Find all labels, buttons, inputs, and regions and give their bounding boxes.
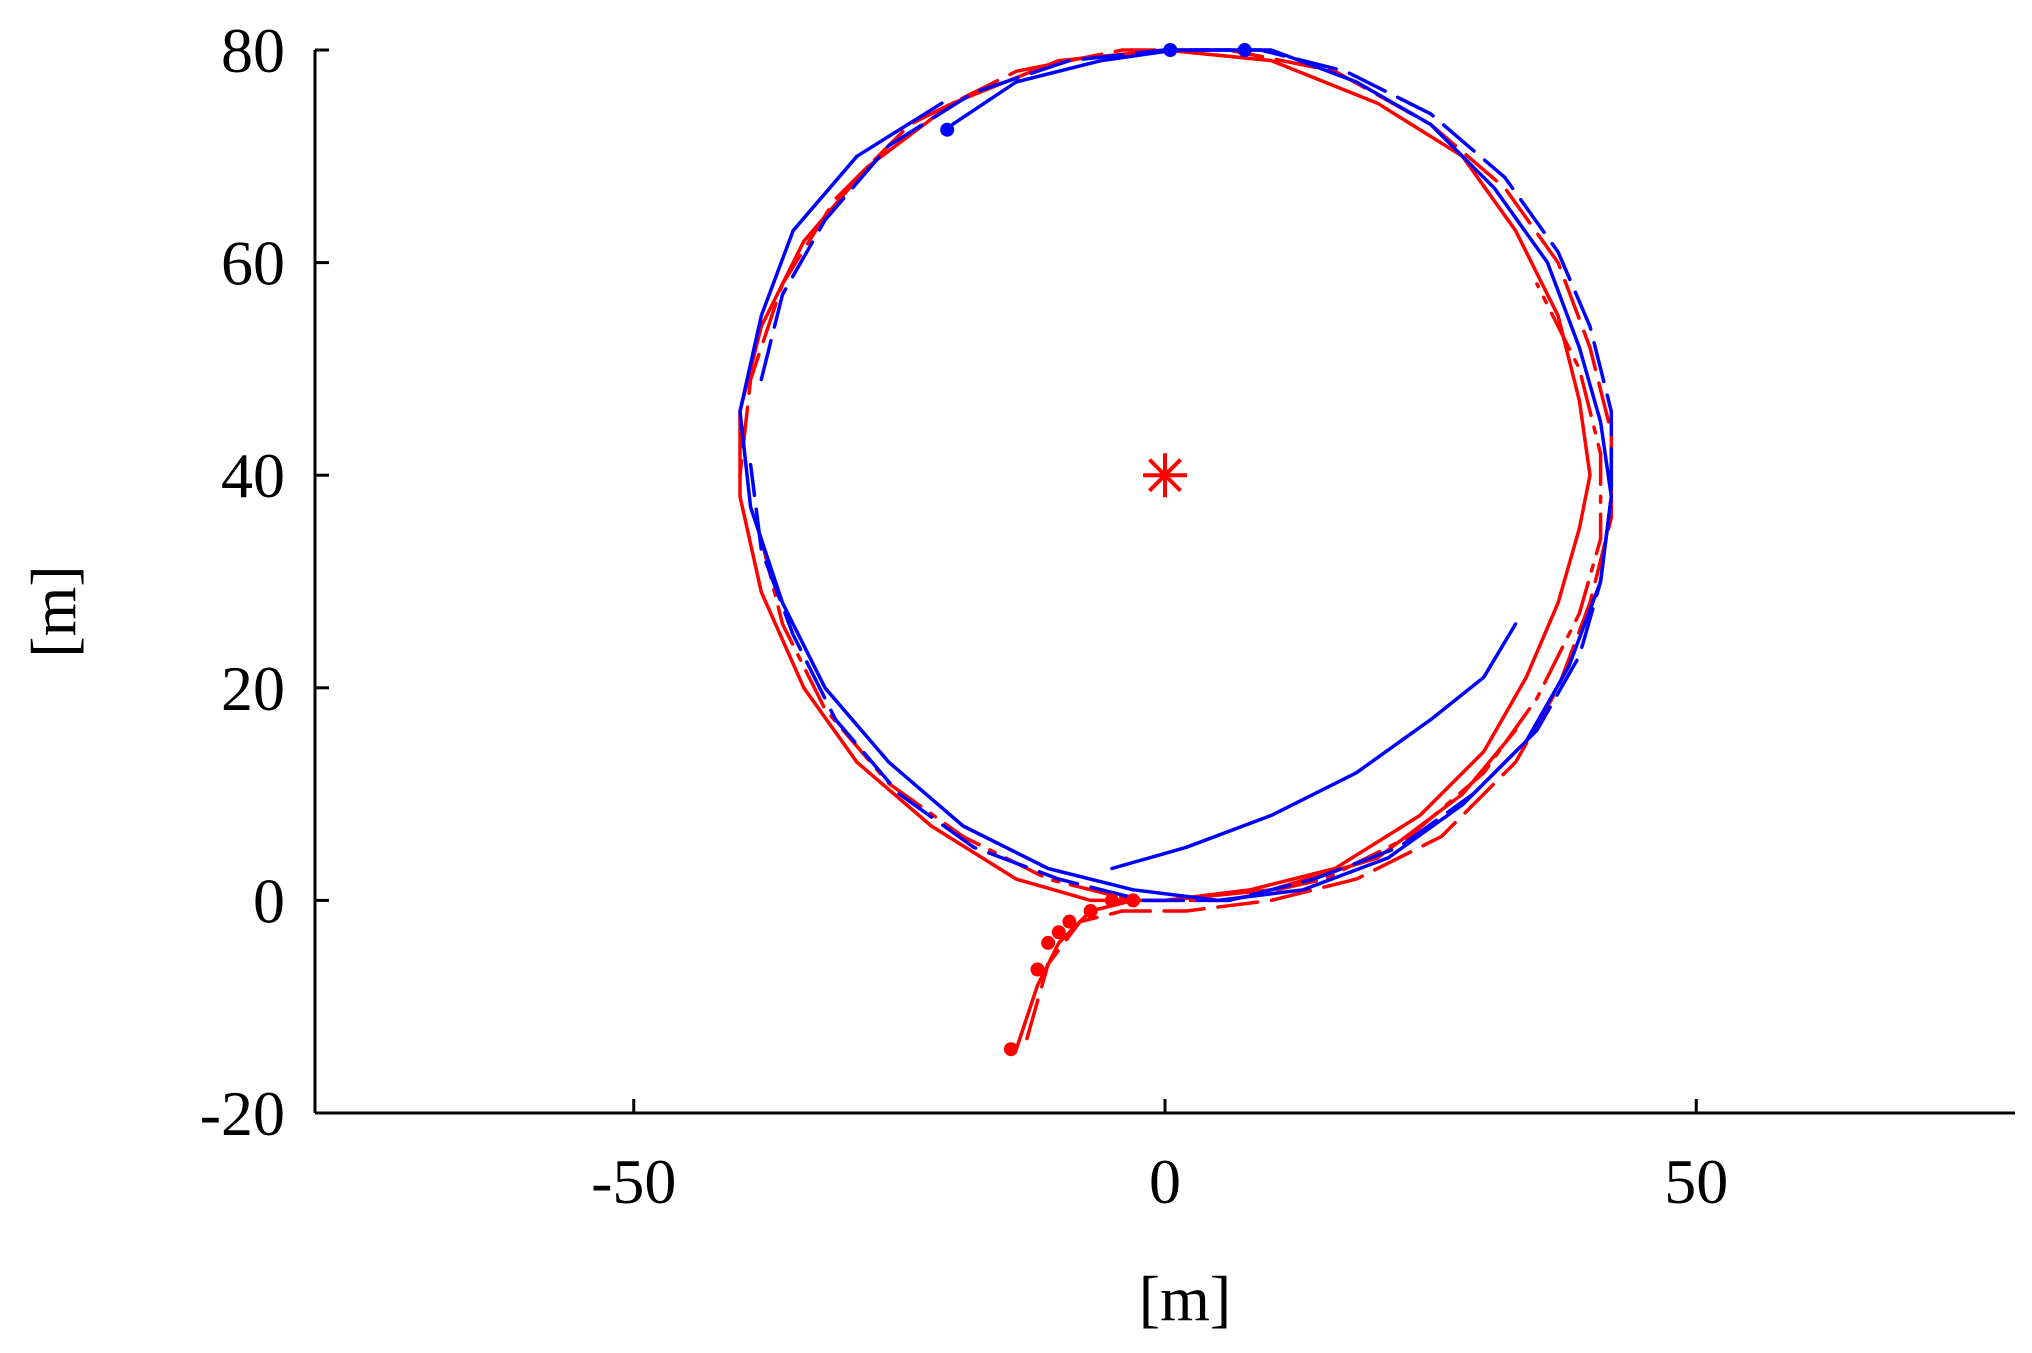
y-axis-label: [m] xyxy=(18,565,89,657)
data-point xyxy=(1163,43,1178,57)
x-axis-label: [m] xyxy=(1139,1263,1231,1334)
series-line-3 xyxy=(759,282,1603,903)
data-point xyxy=(1030,962,1045,977)
data-point xyxy=(1083,904,1098,919)
y-tick-label: 0 xyxy=(253,865,285,936)
data-point xyxy=(1041,935,1056,950)
axes: -50 0 50 -20 0 20 40 60 80 xyxy=(200,15,2015,1217)
x-tick-label: 0 xyxy=(1149,1146,1181,1217)
series-line-1 xyxy=(738,48,1592,1051)
y-tick-label: 40 xyxy=(221,440,285,511)
center-marker xyxy=(1143,453,1187,498)
data-point xyxy=(1237,43,1252,57)
data-point xyxy=(1003,1042,1018,1057)
series-line-6 xyxy=(1110,622,1518,871)
y-tick-label: 20 xyxy=(221,653,285,724)
series-line-2 xyxy=(738,48,1614,1041)
data-point xyxy=(1104,893,1119,908)
plot-area xyxy=(738,43,1614,1057)
y-tick-label: 80 xyxy=(221,15,285,86)
series-layer xyxy=(738,48,1614,1051)
y-tick-label: 60 xyxy=(221,228,285,299)
x-tick-label: 50 xyxy=(1664,1146,1728,1217)
x-ticks: -50 0 50 xyxy=(591,1099,1728,1217)
data-point xyxy=(940,122,955,137)
x-tick-label: -50 xyxy=(591,1146,676,1217)
data-point xyxy=(1051,925,1066,940)
y-ticks: -20 0 20 40 60 80 xyxy=(200,15,329,1149)
marker-layer xyxy=(940,43,1252,1057)
series-line-4 xyxy=(738,48,1614,903)
center-asterisk-stroke xyxy=(1148,458,1182,493)
series-line-5 xyxy=(748,48,1614,903)
y-tick-label: -20 xyxy=(200,1078,285,1149)
data-point xyxy=(1126,893,1141,908)
data-point xyxy=(1062,914,1077,929)
